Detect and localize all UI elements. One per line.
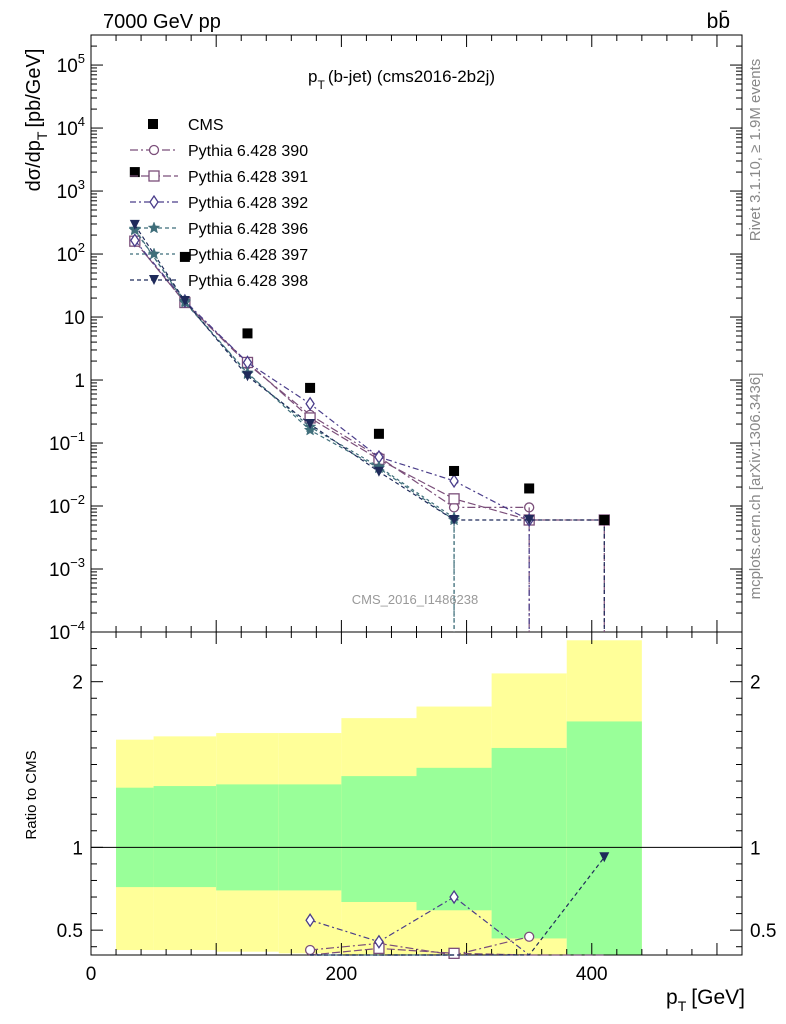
y-tick-label-5: 1 (74, 371, 85, 392)
legend-marker-0 (148, 144, 160, 156)
cms-point (179, 251, 190, 262)
y-axis-label-main: dσ/dp (23, 140, 45, 191)
cms-point (599, 514, 610, 525)
legend-marker-5 (149, 275, 159, 285)
x-tick-label-1: 200 (326, 964, 358, 985)
y-axis-label-unit: [pb/GeV] (23, 49, 45, 128)
green-band-1 (153, 786, 217, 888)
series-5 (129, 219, 610, 956)
ratio-axis-label: Ratio to CMS (23, 750, 40, 839)
mcplots-label: mcplots.cern.ch [arXiv:1306.3436] (747, 373, 764, 600)
green-band-0 (116, 787, 154, 888)
series-5-point (305, 419, 316, 430)
ratio-tick-label-right-1: 1 (750, 838, 761, 859)
legend-label-cms: CMS (188, 117, 224, 134)
y-tick-label-9: 10−4 (49, 618, 85, 644)
series-5-point (129, 219, 140, 230)
y-axis-label: dσ/dpT [pb/GeV] (23, 49, 50, 192)
series-ratio-line-2 (309, 896, 530, 956)
legend-label-2: Pythia 6.428 392 (188, 195, 308, 212)
series-layer (128, 167, 610, 959)
cms-point (305, 382, 316, 393)
cms-point (524, 483, 535, 494)
plot-title-sub: T (317, 78, 325, 92)
green-band-6 (491, 747, 567, 939)
header-right: bb̄ (707, 10, 730, 33)
legend-marker-2 (149, 194, 159, 210)
plot-title: pT (b-jet) (cms2016-2b2j) (308, 67, 495, 92)
y-tick-label-2: 103 (57, 177, 85, 203)
x-axis-label-main: p (666, 986, 678, 1009)
legend-marker-cms (148, 119, 158, 129)
x-tick-label-2: 400 (576, 964, 608, 985)
x-axis-label: pT [GeV] (666, 986, 745, 1014)
series-5-point (524, 514, 535, 525)
legend-label-3: Pythia 6.428 396 (188, 221, 308, 238)
series-2-point (449, 473, 459, 489)
ratio-tick-label-left-0: 0.5 (57, 921, 83, 942)
legend-label-0: Pythia 6.428 390 (188, 143, 308, 160)
ratio-tick-label-left-1: 1 (72, 838, 83, 859)
y-tick-label-6: 10−1 (49, 429, 85, 455)
series-1-ratio-point (448, 947, 460, 959)
green-band-3 (278, 784, 342, 891)
ratio-tick-label-left-2: 2 (72, 673, 83, 694)
green-band-5 (416, 767, 492, 911)
y-tick-label-1: 104 (57, 114, 85, 140)
series-5-ratio-point (599, 852, 610, 863)
series-line-5 (134, 224, 605, 521)
ratio-panel: 0 200 400 0.5 0.5 1 1 2 2 (57, 631, 776, 985)
series-2-point (305, 396, 315, 411)
y-axis-label-sub: T (34, 131, 50, 140)
analysis-watermark: CMS_2016_I1486238 (352, 592, 479, 607)
series-2-ratio-point (449, 889, 459, 905)
series-ratio-line-5 (310, 856, 605, 956)
cms-point (373, 428, 384, 439)
cms-point (449, 465, 460, 476)
x-tick-label-0: 0 (86, 964, 97, 985)
series-5-point (449, 514, 460, 525)
series-line-3 (134, 228, 455, 521)
series-1-point (448, 493, 460, 505)
legend-label-4: Pythia 6.428 397 (188, 247, 308, 264)
plot-title-main: p (308, 67, 317, 86)
legend: CMS Pythia 6.428 390 Pythia 6.428 391 Pythi… (130, 117, 308, 290)
legend-marker-1 (148, 170, 160, 182)
series-2-ratio-point (374, 934, 384, 949)
legend-marker-4 (147, 247, 161, 260)
header-left: 7000 GeV pp (103, 11, 221, 33)
cms-point (129, 167, 140, 178)
cms-data (129, 167, 610, 525)
series-5-point (242, 371, 253, 382)
ratio-tick-label-right-2: 2 (750, 673, 761, 694)
legend-marker-3 (147, 221, 161, 234)
series-5-point (179, 295, 190, 306)
green-band-2 (216, 784, 279, 891)
series-ratio-line-0 (310, 936, 530, 956)
y-tick-label-8: 10−3 (49, 555, 85, 581)
y-tick-label-3: 102 (57, 240, 85, 266)
y-tick-label-0: 105 (57, 51, 85, 77)
rivet-label: Rivet 3.1.10, ≥ 1.9M events (747, 59, 764, 242)
green-band-4 (341, 776, 417, 902)
green-band-7 (566, 721, 642, 955)
plot-title-rest: (b-jet) (cms2016-2b2j) (328, 67, 495, 86)
x-axis-label-sub: T (678, 998, 687, 1014)
series-0-ratio-point (524, 931, 535, 942)
legend-label-5: Pythia 6.428 398 (188, 273, 308, 290)
ratio-uncertainty-bands (116, 640, 642, 955)
x-axis-label-unit: [GeV] (691, 986, 745, 1009)
series-0-ratio-point (304, 944, 316, 956)
series-2-point (130, 233, 140, 248)
series-2-ratio-point (305, 913, 315, 928)
series-5-point (373, 466, 384, 477)
legend-label-1: Pythia 6.428 391 (188, 169, 308, 186)
y-tick-label-7: 10−2 (49, 492, 85, 518)
cms-point (242, 328, 253, 339)
ratio-tick-label-right-0: 0.5 (750, 921, 776, 942)
series-line-4 (134, 229, 455, 519)
y-tick-label-4: 10 (64, 308, 85, 329)
